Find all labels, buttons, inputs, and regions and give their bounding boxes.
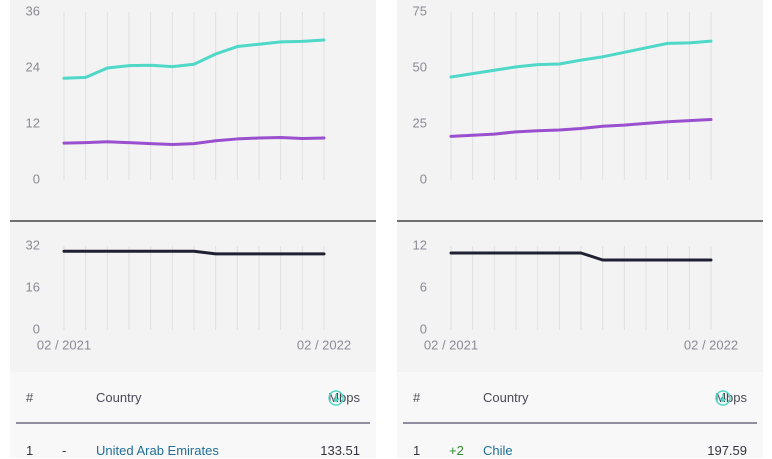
ranking-table xyxy=(10,372,376,458)
download-speed-line xyxy=(449,39,713,79)
y-tick-label: 0 xyxy=(33,321,40,336)
sort-down-icon[interactable] xyxy=(715,390,731,406)
y-tick-label: 36 xyxy=(26,3,40,18)
fixed-chart-panel: 75 50 25 0 12 6 0 02 / 2021 02 / 2022 # Country … xyxy=(397,0,763,458)
upload-speed-line xyxy=(449,118,713,138)
y-tick-label: 0 xyxy=(420,171,427,186)
speed-value-cell: 133.51 xyxy=(320,443,360,458)
latency-line xyxy=(62,249,326,256)
country-header[interactable]: Country xyxy=(96,390,142,405)
country-header[interactable]: Country xyxy=(483,390,529,405)
y-tick-label: 24 xyxy=(26,59,40,74)
rank-change-cell: - xyxy=(62,443,67,458)
table-row: 1 +2 Chile 197.59 xyxy=(397,443,763,459)
download-speed-line xyxy=(62,38,326,80)
table-header-rule xyxy=(16,422,370,424)
y-tick-label: 16 xyxy=(26,279,40,294)
mobile-chart-panel: 36 24 12 0 32 16 0 02 / 2021 02 / 2022 # Country… xyxy=(10,0,376,458)
rank-header: # xyxy=(26,390,34,405)
country-link[interactable]: United Arab Emirates xyxy=(96,443,219,458)
rank-cell: 1 xyxy=(413,443,421,458)
sort-down-icon[interactable] xyxy=(328,390,344,406)
rank-change-cell: +2 xyxy=(449,443,464,458)
upload-speed-line xyxy=(62,136,326,147)
rank-cell: 1 xyxy=(26,443,34,458)
table-row: 1 - United Arab Emirates 133.51 xyxy=(10,443,376,459)
mbps-header[interactable]: Mbps xyxy=(328,390,360,406)
y-tick-label: 25 xyxy=(413,115,427,130)
ranking-table xyxy=(397,372,763,458)
rank-header: # xyxy=(413,390,421,405)
x-tick-label: 02 / 2021 xyxy=(424,337,478,352)
latency-line xyxy=(449,251,713,262)
y-tick-label: 12 xyxy=(26,115,40,130)
y-tick-label: 32 xyxy=(26,237,40,252)
x-tick-label: 02 / 2021 xyxy=(37,337,91,352)
y-tick-label: 0 xyxy=(420,321,427,336)
y-tick-label: 50 xyxy=(413,59,427,74)
y-tick-label: 75 xyxy=(413,3,427,18)
x-tick-label: 02 / 2022 xyxy=(297,337,351,352)
speed-value-cell: 197.59 xyxy=(707,443,747,458)
y-tick-label: 0 xyxy=(33,171,40,186)
y-tick-label: 12 xyxy=(413,237,427,252)
country-link[interactable]: Chile xyxy=(483,443,513,458)
x-tick-label: 02 / 2022 xyxy=(684,337,738,352)
mbps-header[interactable]: Mbps xyxy=(715,390,747,406)
table-header-rule xyxy=(403,422,757,424)
y-tick-label: 6 xyxy=(420,279,427,294)
